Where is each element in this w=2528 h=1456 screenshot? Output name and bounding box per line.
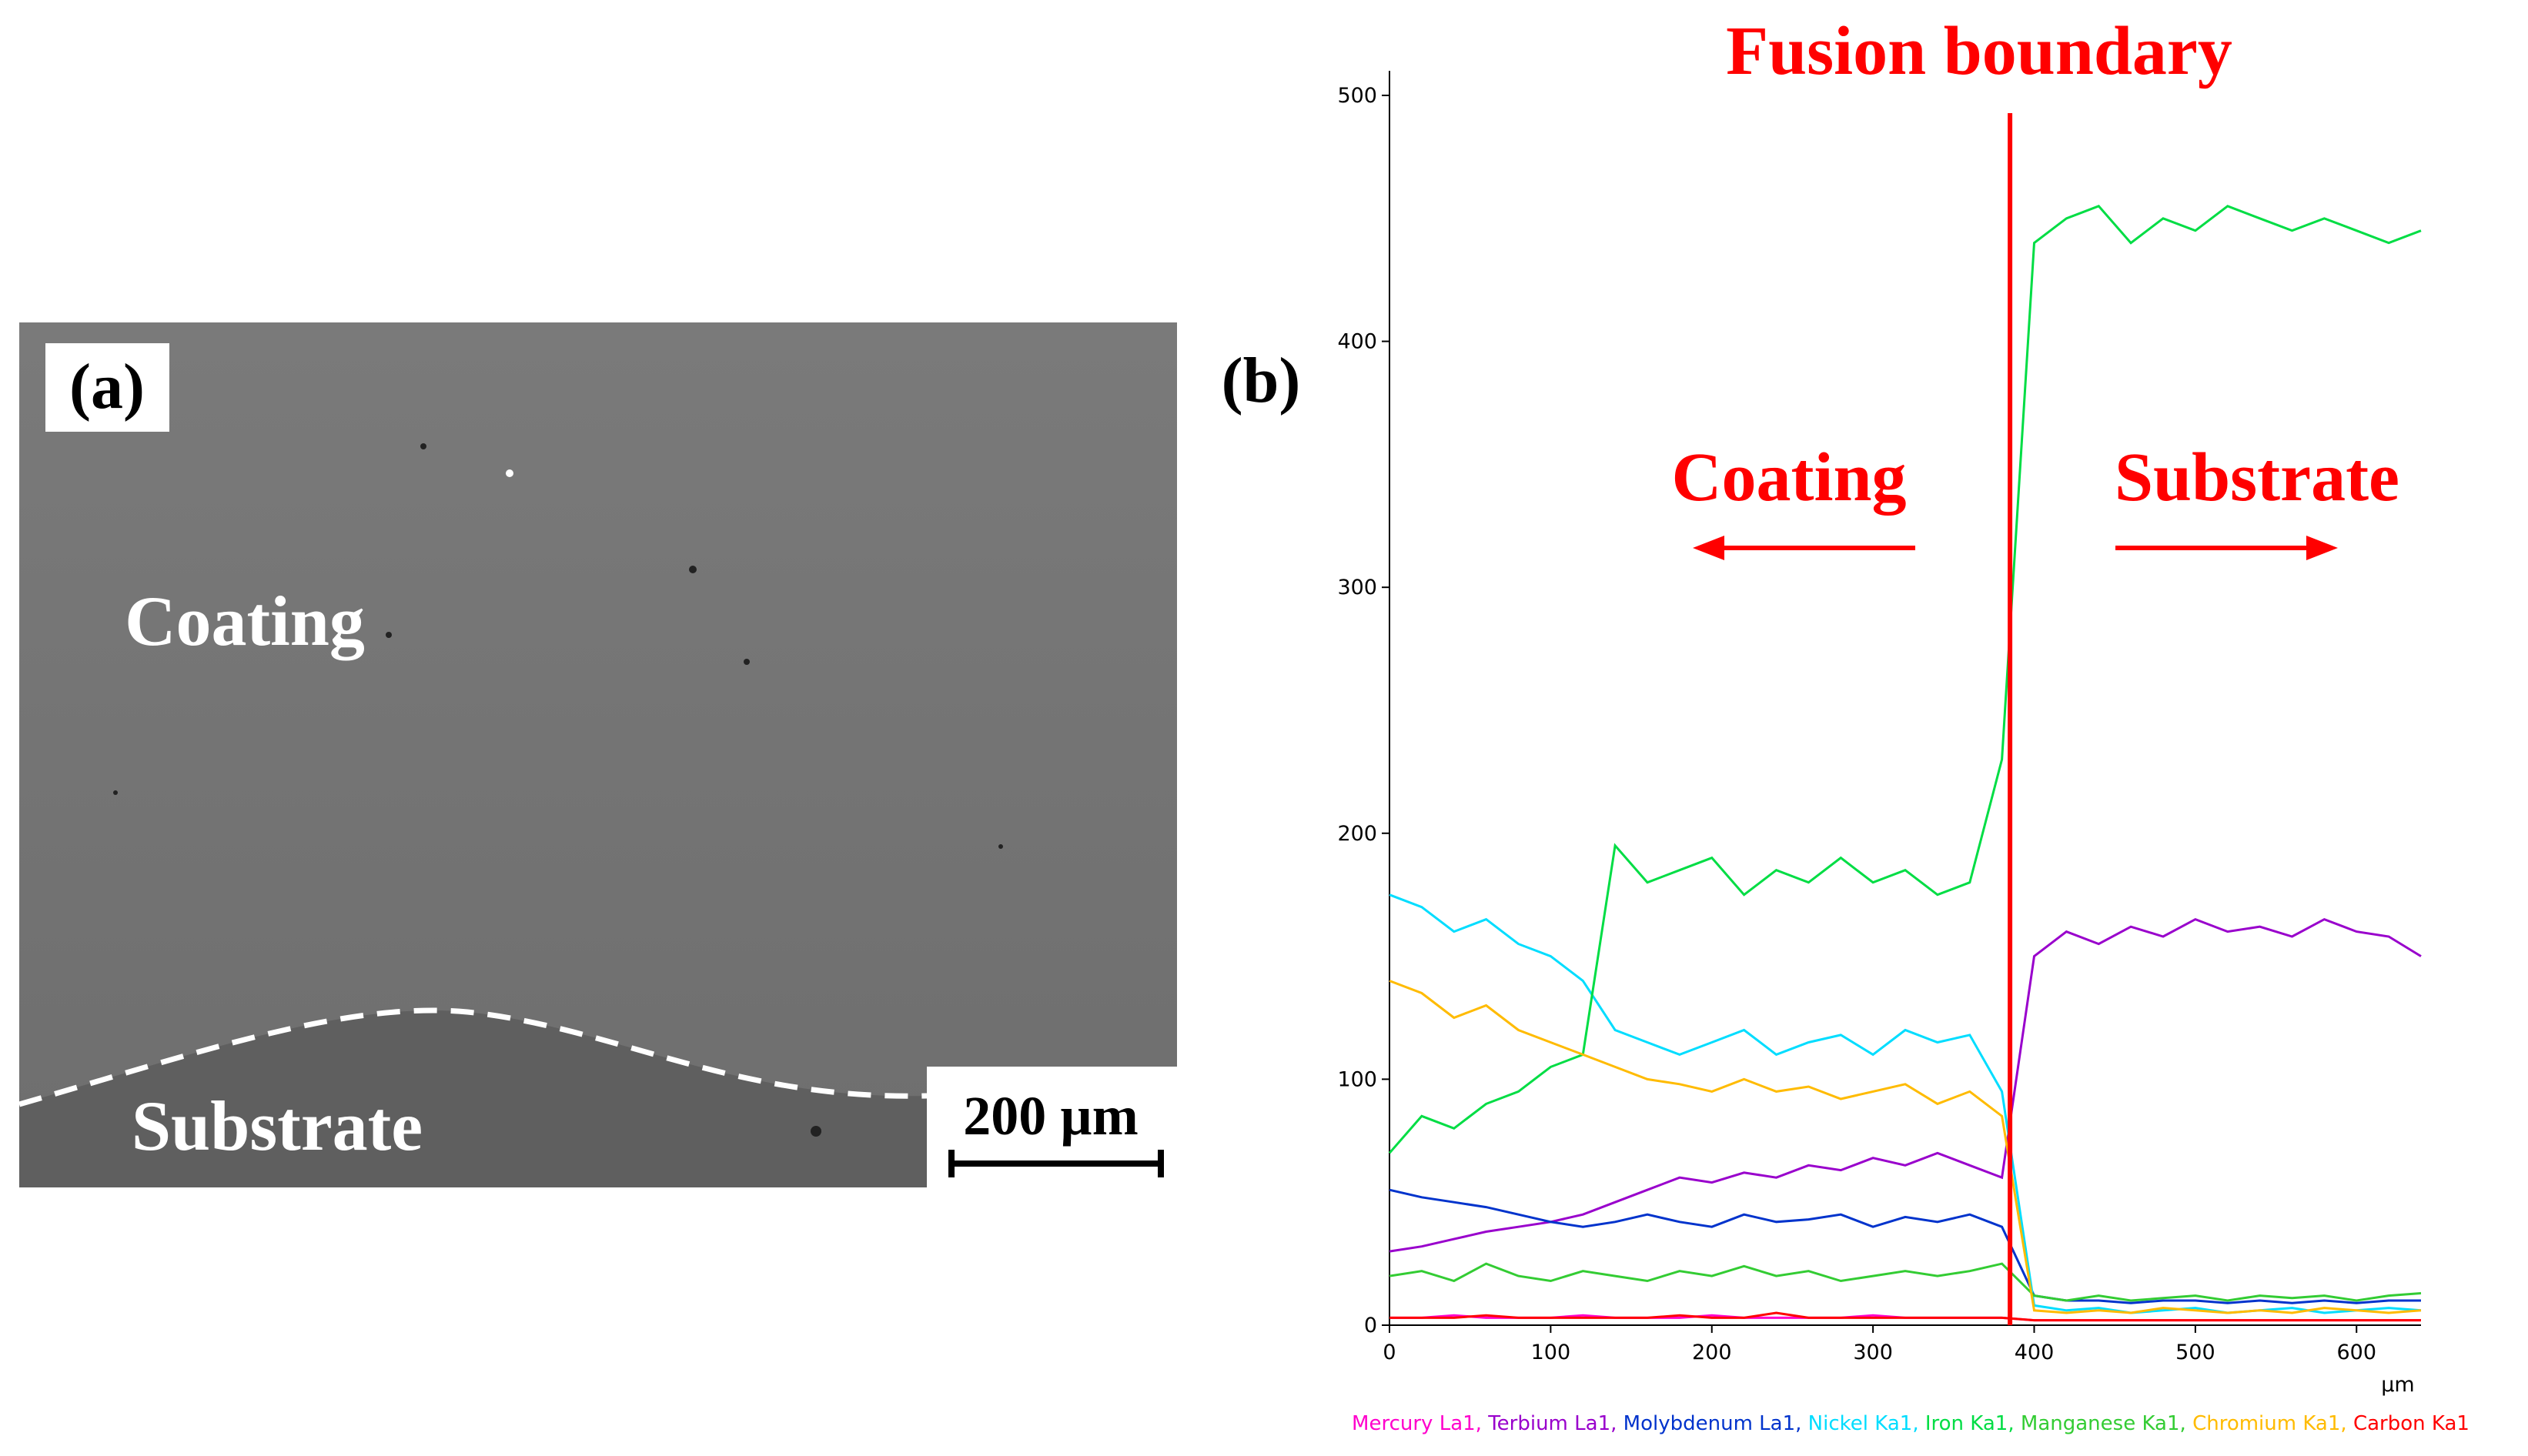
series-line — [1388, 205, 2422, 1154]
annotation: Fusion boundary — [1726, 13, 2232, 89]
legend-space — [1801, 1412, 1807, 1435]
legend-space — [1482, 1412, 1488, 1435]
particle — [506, 469, 513, 477]
y-tick-label: 0 — [1364, 1314, 1377, 1337]
x-tick-label: 400 — [2015, 1341, 2055, 1364]
series-line — [1389, 893, 2422, 1314]
legend-separator: , — [2340, 1412, 2346, 1435]
arrow-head — [2306, 536, 2338, 560]
substrate-label: Substrate — [132, 1087, 423, 1165]
y-tick-label: 300 — [1337, 576, 1377, 599]
label-box — [45, 343, 169, 432]
legend-separator: , — [1610, 1412, 1617, 1435]
legend-separator: , — [2180, 1412, 2186, 1435]
panel-label: (a) — [69, 351, 145, 422]
interface-line — [18, 1007, 928, 1107]
legend: Mercury La1, Terbium La1, Molybdenum La1… — [1352, 1412, 2469, 1435]
scale-box — [927, 1067, 1177, 1187]
x-tick-label: 200 — [1692, 1341, 1732, 1364]
series-line — [1389, 980, 2422, 1314]
y-tick-label: 100 — [1337, 1067, 1377, 1091]
legend-entry: Molybdenum La1 — [1623, 1412, 1795, 1435]
legend-entry: Mercury La1 — [1352, 1412, 1476, 1435]
legend-separator: , — [1912, 1412, 1918, 1435]
arrow-head — [1693, 536, 1724, 560]
substrate-label: Substrate — [2115, 439, 2399, 516]
legend-entry: Chromium Ka1 — [2192, 1412, 2340, 1435]
x-tick-label: 0 — [1383, 1341, 1396, 1364]
series-line — [1389, 1311, 2421, 1322]
legend-separator: , — [2008, 1412, 2014, 1435]
scale-bar — [948, 1150, 1164, 1177]
x-tick-label: 500 — [2175, 1341, 2215, 1364]
scale-bar-label: 200 µm — [963, 1085, 1138, 1147]
legend-space — [2347, 1412, 2353, 1435]
legend-separator: , — [1795, 1412, 1801, 1435]
legend-entry: Terbium La1 — [1487, 1412, 1610, 1435]
x-tick-label: 600 — [2336, 1341, 2376, 1364]
legend-entry: Manganese Ka1 — [2021, 1412, 2180, 1435]
series-line — [1389, 1188, 2421, 1304]
x-tick-label: 100 — [1531, 1341, 1571, 1364]
legend-space — [1919, 1412, 1925, 1435]
pores — [113, 443, 1003, 1137]
coating-label: Coating — [125, 582, 365, 660]
y-tick-label: 200 — [1337, 822, 1377, 846]
x-axis-label: µm — [2381, 1373, 2414, 1397]
coating-label: Coating — [1671, 439, 1906, 516]
y-tick-label: 500 — [1337, 84, 1377, 108]
substrate-region — [19, 1010, 927, 1187]
legend-entry: Carbon Ka1 — [2353, 1412, 2469, 1435]
legend-separator: , — [1476, 1412, 1482, 1435]
legend-entry: Nickel Ka1 — [1808, 1412, 1913, 1435]
legend-space — [1617, 1412, 1623, 1435]
panel-label: (b) — [1222, 345, 1301, 416]
y-tick-label: 400 — [1337, 330, 1377, 354]
legend-space — [2186, 1412, 2192, 1435]
legend-space — [2015, 1412, 2021, 1435]
legend-entry: Iron Ka1 — [1925, 1412, 2008, 1435]
series-line — [1389, 1262, 2422, 1302]
x-tick-label: 300 — [1853, 1341, 1893, 1364]
series-line — [1389, 917, 2422, 1253]
